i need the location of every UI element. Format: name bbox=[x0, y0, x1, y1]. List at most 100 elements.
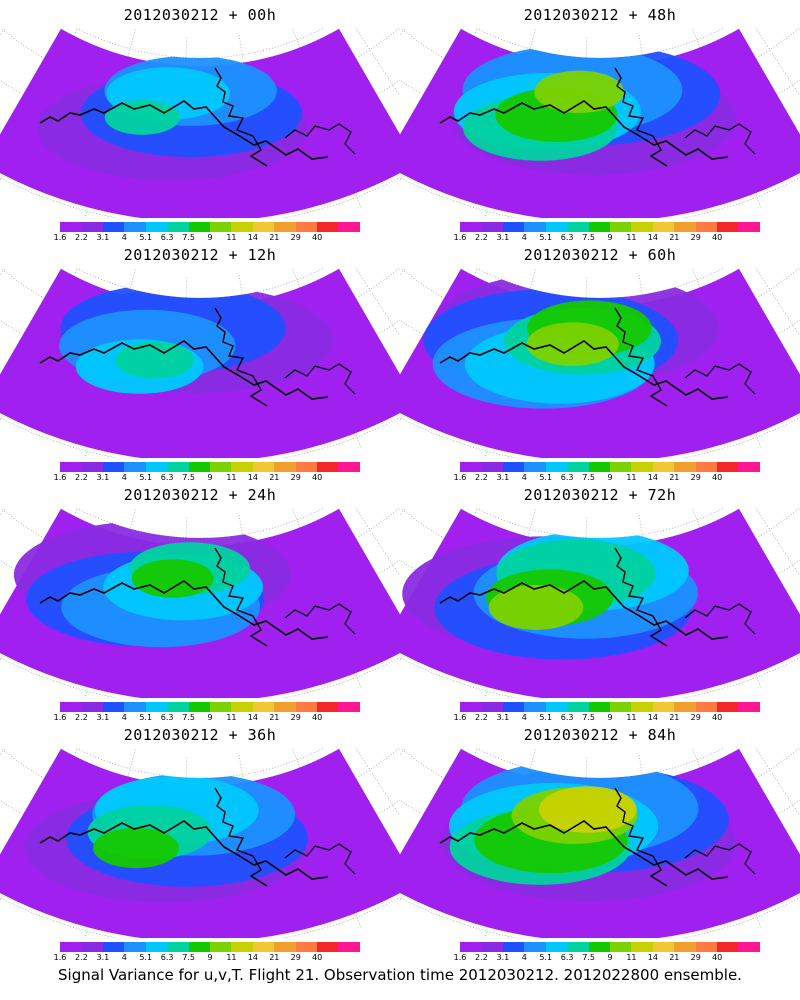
colorbar-label: 4 bbox=[521, 233, 527, 242]
colorbar-label: 4 bbox=[521, 473, 527, 482]
coastline bbox=[684, 603, 756, 635]
colorbar-label: 2.2 bbox=[75, 233, 88, 242]
panel-title: 2012030212 + 60h bbox=[523, 246, 677, 264]
forecast-panel: 2012030212 + 60h 1.6 2.2 3.1 4 5.1 6.3 7.5 9 11 14… bbox=[400, 240, 800, 482]
colorbar-label: 7.5 bbox=[582, 473, 595, 482]
colorbar-swatch bbox=[674, 222, 696, 232]
colorbar-label: 2.2 bbox=[475, 713, 488, 722]
colorbar-swatch bbox=[188, 222, 210, 232]
colorbar-swatch bbox=[609, 942, 632, 952]
colorbar-swatch bbox=[60, 942, 82, 952]
colorbar-label: 6.3 bbox=[160, 713, 174, 722]
colorbar-label: 11 bbox=[626, 473, 637, 482]
colorbar-label: 11 bbox=[226, 473, 237, 482]
polar-map bbox=[400, 508, 800, 698]
variance-field bbox=[400, 268, 800, 458]
colorbar-swatch bbox=[188, 702, 210, 712]
colorbar-swatch bbox=[631, 222, 653, 232]
colorbar-swatch bbox=[81, 942, 103, 952]
colorbar bbox=[460, 942, 760, 952]
colorbar-swatch bbox=[674, 702, 696, 712]
colorbar-swatch bbox=[167, 942, 189, 952]
colorbar-label: 14 bbox=[247, 473, 258, 482]
colorbar-swatch bbox=[124, 222, 146, 232]
variance-field bbox=[0, 28, 400, 218]
colorbar-swatch bbox=[545, 702, 568, 712]
colorbar-swatch bbox=[567, 462, 589, 472]
colorbar-label: 40 bbox=[712, 233, 723, 242]
colorbar-swatch bbox=[738, 222, 760, 232]
colorbar-label: 2.2 bbox=[75, 713, 88, 722]
colorbar-labels: 1.6 2.2 3.1 4 5.1 6.3 7.5 9 11 14 21 29 40 bbox=[454, 713, 760, 723]
colorbar-label: 6.3 bbox=[160, 473, 174, 482]
coastline bbox=[684, 363, 756, 395]
colorbar-label: 14 bbox=[247, 233, 258, 242]
colorbar-label: 9 bbox=[207, 233, 213, 242]
colorbar-labels: 1.6 2.2 3.1 4 5.1 6.3 7.5 9 11 14 21 29 40 bbox=[54, 713, 360, 723]
colorbar-swatch bbox=[295, 222, 318, 232]
colorbar-swatch bbox=[274, 942, 296, 952]
colorbar-label: 2.2 bbox=[75, 953, 88, 962]
colorbar-label: 14 bbox=[647, 473, 658, 482]
colorbar-swatch bbox=[274, 702, 296, 712]
variance-field bbox=[0, 508, 400, 698]
coastline bbox=[439, 340, 729, 400]
colorbar-swatch bbox=[317, 702, 339, 712]
colorbar-swatch bbox=[124, 942, 146, 952]
colorbar-label: 29 bbox=[690, 473, 701, 482]
colorbar-swatch bbox=[567, 702, 589, 712]
colorbar-label: 5.1 bbox=[539, 473, 553, 482]
variance-field bbox=[0, 748, 400, 938]
forecast-panel: 2012030212 + 48h 1.6 2.2 3.1 4 5.1 6.3 7.5 9 11 14… bbox=[400, 0, 800, 242]
colorbar-swatch bbox=[188, 942, 210, 952]
coastline bbox=[614, 67, 668, 167]
colorbar-swatch bbox=[502, 462, 525, 472]
colorbar-swatch bbox=[567, 942, 589, 952]
colorbar-swatch bbox=[338, 462, 360, 472]
polar-map bbox=[400, 28, 800, 218]
colorbar-swatch bbox=[481, 702, 503, 712]
colorbar-label: 1.6 bbox=[453, 713, 467, 722]
colorbar-label: 14 bbox=[247, 953, 258, 962]
colorbar-label: 11 bbox=[626, 713, 637, 722]
colorbar-swatch bbox=[60, 462, 82, 472]
polar-map bbox=[400, 748, 800, 938]
colorbar bbox=[60, 702, 360, 712]
colorbar-swatch bbox=[609, 702, 632, 712]
colorbar-label: 7.5 bbox=[582, 953, 595, 962]
colorbar-label: 2.2 bbox=[475, 953, 488, 962]
colorbar-label: 3.1 bbox=[96, 953, 110, 962]
colorbar-swatch bbox=[695, 222, 718, 232]
colorbar-label: 40 bbox=[712, 473, 723, 482]
colorbar-swatch bbox=[502, 942, 525, 952]
colorbar-label: 6.3 bbox=[160, 953, 174, 962]
coastline bbox=[614, 307, 668, 407]
colorbar-swatch bbox=[524, 222, 546, 232]
polar-map bbox=[0, 268, 400, 458]
colorbar-label: 11 bbox=[226, 713, 237, 722]
colorbar-swatch bbox=[609, 222, 632, 232]
colorbar-label: 14 bbox=[647, 953, 658, 962]
variance-field bbox=[400, 28, 800, 218]
colorbar-swatch bbox=[209, 702, 232, 712]
colorbar-swatch bbox=[231, 222, 253, 232]
colorbar-swatch bbox=[145, 702, 168, 712]
colorbar-swatch bbox=[695, 462, 718, 472]
colorbar-label: 5.1 bbox=[139, 233, 153, 242]
colorbar-label: 3.1 bbox=[496, 953, 510, 962]
colorbar-label: 4 bbox=[121, 233, 127, 242]
variance-field bbox=[400, 748, 800, 938]
colorbar-label: 29 bbox=[290, 473, 301, 482]
variance-field bbox=[0, 268, 400, 458]
colorbar-label: 6.3 bbox=[160, 233, 174, 242]
colorbar-label: 3.1 bbox=[96, 713, 110, 722]
colorbar-label: 29 bbox=[290, 953, 301, 962]
colorbar-label: 5.1 bbox=[139, 713, 153, 722]
colorbar-swatch bbox=[588, 702, 610, 712]
colorbar-swatch bbox=[717, 462, 739, 472]
panel-title: 2012030212 + 84h bbox=[523, 726, 677, 744]
coastline bbox=[214, 787, 268, 887]
colorbar-swatch bbox=[317, 222, 339, 232]
colorbar-swatch bbox=[481, 942, 503, 952]
polar-map bbox=[400, 268, 800, 458]
